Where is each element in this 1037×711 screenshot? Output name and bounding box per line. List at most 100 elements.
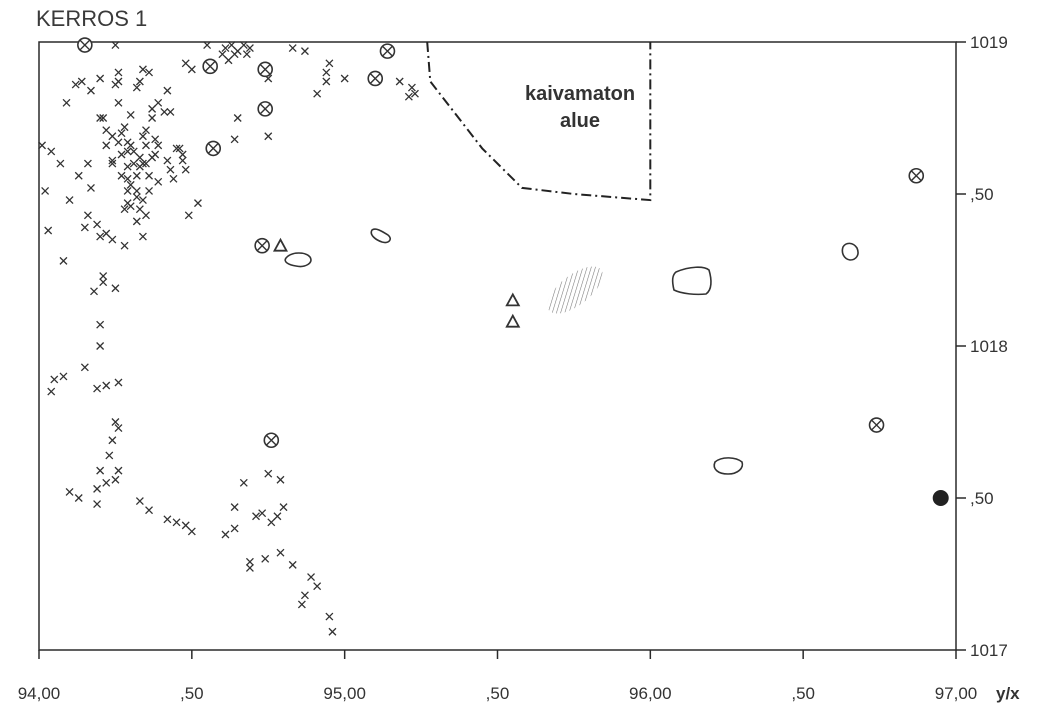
cross-point bbox=[114, 378, 123, 387]
cross-point bbox=[41, 187, 50, 195]
cross-point bbox=[288, 560, 297, 569]
filled-circle-point bbox=[932, 490, 949, 506]
circle-cross-point bbox=[367, 70, 384, 87]
cross-point bbox=[264, 469, 273, 478]
cross-point bbox=[123, 187, 132, 195]
cross-point bbox=[245, 557, 254, 566]
cross-point bbox=[151, 135, 160, 144]
cross-point bbox=[59, 256, 68, 265]
cross-point bbox=[340, 74, 349, 83]
y-tick-label: 1018 bbox=[970, 337, 1008, 356]
cross-point bbox=[252, 512, 260, 521]
x-tick-label: ,50 bbox=[791, 684, 815, 703]
cross-point bbox=[203, 41, 212, 49]
cross-point bbox=[93, 484, 102, 493]
cross-point bbox=[300, 591, 309, 600]
cross-point bbox=[411, 89, 419, 98]
cross-point bbox=[132, 187, 141, 195]
feature-outline bbox=[284, 252, 312, 268]
cross-point bbox=[80, 223, 89, 232]
cross-point bbox=[142, 126, 150, 135]
cross-point bbox=[132, 193, 141, 201]
x-tick-label: 96,00 bbox=[629, 684, 672, 703]
cross-point bbox=[71, 80, 80, 89]
cross-point bbox=[111, 475, 120, 484]
cross-point bbox=[47, 387, 56, 396]
cross-point bbox=[163, 86, 172, 95]
cross-point bbox=[407, 83, 416, 92]
cross-point bbox=[242, 50, 251, 59]
cross-point bbox=[404, 92, 413, 101]
cross-point bbox=[96, 74, 105, 83]
cross-point bbox=[123, 162, 132, 171]
cross-point bbox=[135, 205, 144, 214]
cross-point bbox=[111, 284, 120, 293]
cross-point bbox=[145, 68, 153, 77]
cross-point bbox=[132, 217, 141, 226]
x-tick-label: 97,00 bbox=[935, 684, 978, 703]
cross-point bbox=[154, 141, 163, 150]
cross-point bbox=[233, 114, 242, 122]
cross-point bbox=[108, 235, 117, 244]
cross-point bbox=[108, 436, 117, 445]
cross-point bbox=[181, 521, 190, 530]
cross-point bbox=[233, 47, 242, 56]
cross-point bbox=[138, 232, 147, 241]
cross-point bbox=[126, 180, 135, 189]
cross-point bbox=[80, 363, 89, 372]
chart-title: KERROS 1 bbox=[36, 6, 148, 31]
cross-point bbox=[74, 171, 83, 180]
cross-point bbox=[102, 478, 111, 487]
feature-outlines bbox=[284, 228, 859, 475]
circle-cross-point bbox=[77, 37, 93, 53]
annotation-alue: alue bbox=[560, 110, 600, 132]
cross-point bbox=[142, 159, 150, 168]
circle-cross-point bbox=[202, 58, 218, 75]
cross-point bbox=[87, 183, 95, 192]
cross-point bbox=[87, 86, 95, 95]
cross-point bbox=[102, 126, 111, 135]
cross-point bbox=[108, 132, 117, 141]
cross-point bbox=[96, 320, 105, 329]
annotation-kaivamaton: kaivamaton bbox=[525, 83, 635, 105]
y-tick-label: 1019 bbox=[970, 33, 1008, 52]
cross-point bbox=[50, 375, 59, 384]
cross-point bbox=[224, 56, 233, 65]
cross-point bbox=[313, 89, 322, 98]
x-tick-label: 94,00 bbox=[18, 684, 61, 703]
cross-point bbox=[193, 199, 202, 208]
cross-point bbox=[166, 165, 175, 174]
cross-point bbox=[132, 83, 141, 92]
x-tick-label: ,50 bbox=[180, 684, 204, 703]
cross-point bbox=[172, 518, 181, 527]
cross-point bbox=[267, 518, 276, 527]
cross-point bbox=[181, 165, 190, 174]
cross-point bbox=[120, 123, 129, 132]
cross-point bbox=[172, 144, 181, 153]
cross-point bbox=[47, 147, 56, 156]
cross-point bbox=[62, 98, 71, 107]
circle-cross-point bbox=[254, 237, 270, 254]
cross-point bbox=[74, 494, 83, 502]
cross-point bbox=[160, 107, 169, 116]
cross-point bbox=[117, 171, 126, 180]
cross-point bbox=[307, 573, 316, 581]
cross-point bbox=[105, 451, 114, 460]
cross-point bbox=[264, 132, 273, 141]
cross-point bbox=[273, 512, 282, 521]
cross-point bbox=[230, 503, 239, 512]
cross-point bbox=[96, 466, 105, 475]
unexcavated-area bbox=[426, 41, 652, 202]
cross-point bbox=[111, 80, 120, 89]
cross-point bbox=[184, 211, 193, 220]
unexcavated-boundary-line bbox=[426, 41, 652, 202]
cross-point bbox=[178, 150, 187, 159]
feature-outline bbox=[671, 266, 712, 296]
cross-point bbox=[395, 77, 404, 86]
cross-point bbox=[126, 202, 135, 211]
cross-point bbox=[276, 548, 285, 557]
circle-cross-point bbox=[379, 43, 396, 59]
cross-point bbox=[120, 241, 129, 250]
cross-point bbox=[218, 50, 227, 59]
plot-frame bbox=[38, 41, 957, 651]
